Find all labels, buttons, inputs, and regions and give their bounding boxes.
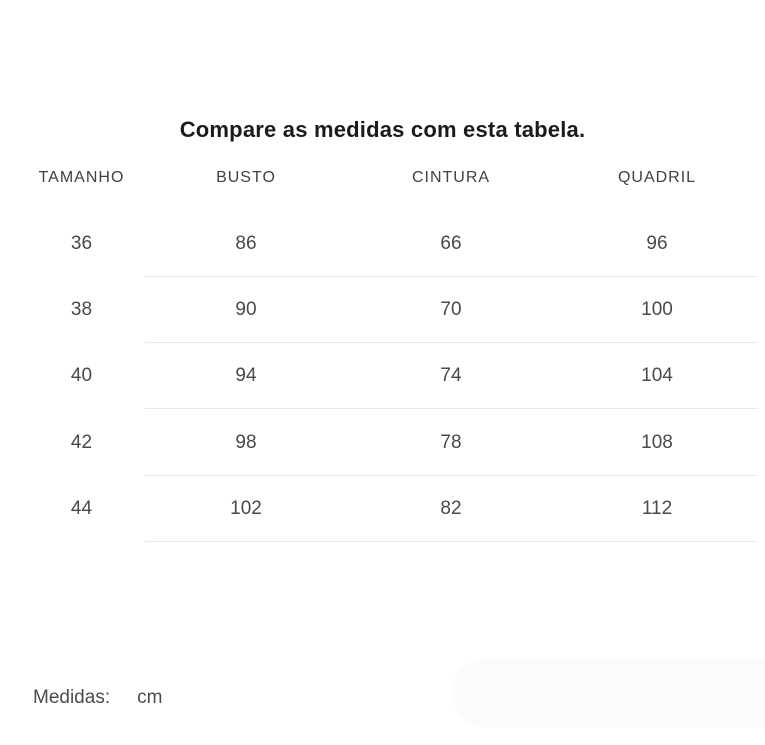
cell-tamanho: 40: [70, 365, 93, 387]
cell-cintura: 82: [440, 497, 462, 519]
cell-quadril: 96: [646, 232, 668, 254]
cell-tamanho: 44: [70, 497, 93, 519]
table-row-size-38: 38 90 70 100: [0, 277, 765, 344]
table-row-size-36: 36 86 66 96: [0, 211, 765, 278]
cell-cintura: 74: [440, 365, 462, 387]
table-row-size-40: 40 94 74 104: [0, 343, 765, 410]
cell-busto: 94: [235, 365, 257, 387]
size-table-header-row: TAMANHO BUSTO CINTURA QUADRIL: [0, 165, 765, 191]
cell-quadril: 104: [641, 365, 673, 387]
cell-quadril: 108: [641, 431, 673, 453]
column-header-cintura: CINTURA: [411, 169, 491, 186]
cell-busto: 98: [235, 431, 257, 453]
measurement-unit-row: Medidas: cm: [33, 687, 162, 709]
cell-tamanho: 38: [70, 298, 93, 320]
cell-cintura: 66: [440, 232, 462, 254]
cell-busto: 102: [230, 497, 262, 519]
column-header-busto: BUSTO: [216, 169, 276, 186]
size-table-body: 36 86 66 96 38 90 70 100 40 94 74 104 42…: [0, 211, 765, 543]
page-title: Compare as medidas com esta tabela.: [179, 117, 586, 142]
cell-tamanho: 36: [70, 232, 93, 254]
cell-cintura: 78: [440, 431, 462, 453]
cell-quadril: 112: [641, 497, 673, 519]
cell-cintura: 70: [440, 298, 462, 320]
cell-quadril: 100: [641, 298, 673, 320]
column-header-tamanho: TAMANHO: [38, 169, 125, 186]
table-row-size-44: 44 102 82 112: [0, 476, 765, 543]
cell-busto: 86: [235, 232, 257, 254]
table-row-size-42: 42 98 78 108: [0, 409, 765, 476]
background-pill-shape: [452, 658, 765, 728]
cell-tamanho: 42: [70, 431, 93, 453]
measurement-unit-value: cm: [137, 687, 163, 708]
column-header-quadril: QUADRIL: [617, 169, 697, 186]
measurement-unit-label: Medidas:: [33, 687, 111, 708]
cell-busto: 90: [235, 298, 257, 320]
